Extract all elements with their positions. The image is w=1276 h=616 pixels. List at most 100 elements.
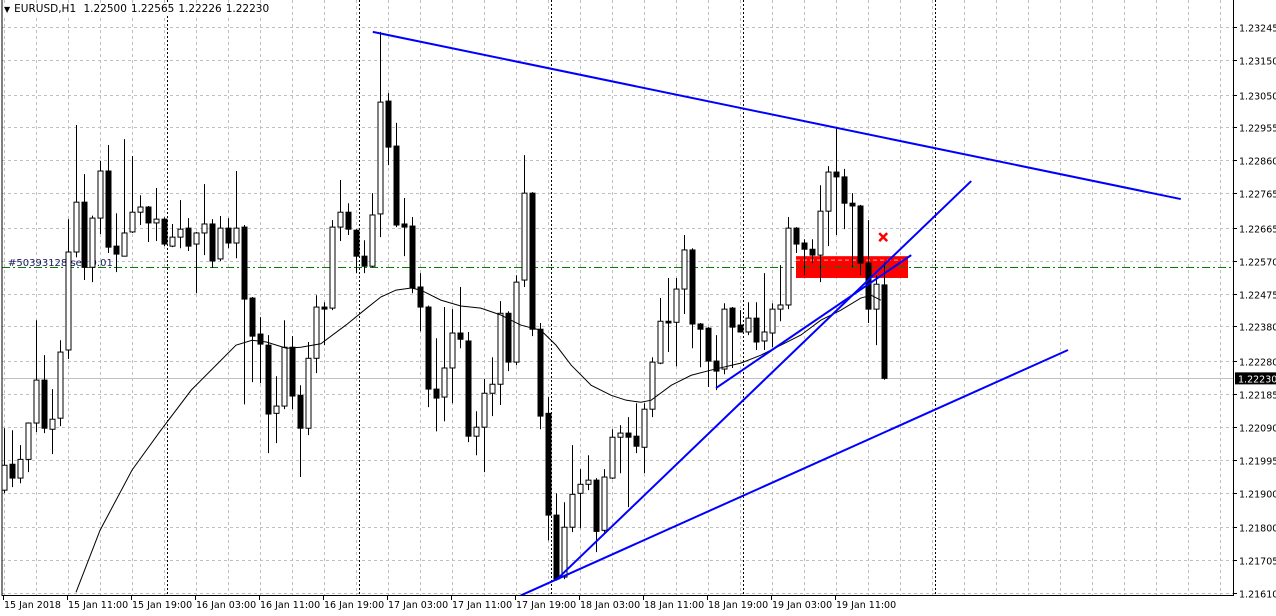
candle-body-bull bbox=[641, 408, 648, 448]
candle bbox=[825, 166, 832, 247]
candle bbox=[577, 469, 584, 529]
time-tick-label: 16 Jan 11:00 bbox=[260, 600, 320, 611]
candle bbox=[9, 430, 16, 488]
price-tick-label: 1.22280 bbox=[1239, 358, 1276, 369]
candle-body-bear bbox=[257, 333, 264, 345]
candle bbox=[193, 231, 200, 294]
candle bbox=[153, 187, 160, 241]
candle-body-bull bbox=[785, 227, 792, 306]
candle-body-bull bbox=[65, 251, 72, 351]
symbol-timeframe: EURUSD,H1 bbox=[14, 3, 77, 15]
candle-body-bear bbox=[401, 223, 408, 228]
candle bbox=[873, 275, 880, 346]
candle bbox=[121, 139, 128, 257]
trendline[interactable] bbox=[715, 254, 912, 389]
candle bbox=[609, 429, 616, 480]
candle-body-bull bbox=[49, 418, 56, 430]
candle bbox=[361, 240, 368, 274]
candle-body-bear bbox=[433, 388, 440, 399]
candle-body-bear bbox=[625, 432, 632, 438]
candle bbox=[689, 248, 696, 349]
candle bbox=[505, 311, 512, 372]
candle bbox=[353, 229, 360, 274]
moving-average-line bbox=[75, 287, 882, 593]
candle bbox=[553, 493, 560, 581]
candle bbox=[801, 239, 808, 276]
price-tick-label: 1.23150 bbox=[1239, 57, 1276, 68]
time-axis[interactable]: 15 Jan 2018 15 Jan 11:00 15 Jan 19:00 16 Ja… bbox=[3, 596, 897, 611]
candle-body-bear bbox=[209, 223, 216, 262]
candle-body-bull bbox=[273, 405, 280, 414]
candle-body-bull bbox=[769, 308, 776, 334]
candle-body-bear bbox=[857, 205, 864, 264]
candle bbox=[89, 215, 96, 283]
candle-body-bull bbox=[1, 464, 8, 491]
candle bbox=[209, 219, 216, 268]
candle-body-bull bbox=[449, 332, 456, 369]
candle-body-bear bbox=[289, 346, 296, 397]
time-tick-label: 15 Jan 11:00 bbox=[68, 600, 128, 611]
candle bbox=[865, 220, 872, 323]
time-tick-label: 16 Jan 19:00 bbox=[324, 600, 384, 611]
trendline[interactable] bbox=[555, 180, 972, 581]
candle bbox=[569, 445, 576, 533]
candle-body-bull bbox=[817, 210, 824, 256]
candles bbox=[1, 31, 888, 581]
candle-body-bull bbox=[377, 101, 384, 215]
candle-body-bull bbox=[777, 304, 784, 310]
candle bbox=[129, 156, 136, 233]
candle bbox=[49, 389, 56, 455]
trendlines[interactable] bbox=[372, 30, 1182, 597]
candle bbox=[25, 422, 32, 473]
trendline[interactable] bbox=[520, 349, 1069, 597]
candle-body-bull bbox=[617, 432, 624, 438]
candle-body-bear bbox=[801, 242, 808, 250]
candle-body-bull bbox=[473, 426, 480, 437]
price-tick-label: 1.22860 bbox=[1239, 157, 1276, 168]
candle bbox=[185, 218, 192, 251]
candle-body-bear bbox=[545, 412, 552, 516]
candle-body-bear bbox=[385, 100, 392, 148]
red-x-icon bbox=[878, 232, 889, 243]
day-separators bbox=[167, 0, 936, 595]
candle bbox=[33, 320, 40, 433]
candle bbox=[697, 322, 704, 368]
candle bbox=[673, 277, 680, 367]
time-tick-label: 17 Jan 19:00 bbox=[516, 600, 576, 611]
candle bbox=[145, 205, 152, 242]
candle-body-bull bbox=[97, 170, 104, 219]
time-tick-label: 16 Jan 03:00 bbox=[196, 600, 256, 611]
candle-body-bear bbox=[9, 463, 16, 479]
candle-body-bull bbox=[233, 227, 240, 244]
candle bbox=[489, 357, 496, 417]
candle-body-bull bbox=[305, 357, 312, 429]
candle-body-bull bbox=[73, 201, 80, 253]
candle bbox=[809, 239, 816, 264]
time-tick-label: 19 Jan 11:00 bbox=[836, 600, 896, 611]
candle-body-bear bbox=[321, 306, 328, 310]
ohlc-low: 1.22226 bbox=[178, 3, 222, 15]
candle bbox=[321, 302, 328, 346]
candle bbox=[233, 171, 240, 259]
candle-body-bear bbox=[297, 394, 304, 429]
triangle-down-icon[interactable]: ▼ bbox=[4, 5, 11, 14]
candle bbox=[841, 168, 848, 230]
order-label[interactable]: #50393128 sell 0.01 bbox=[8, 258, 113, 269]
time-tick-label: 19 Jan 03:00 bbox=[772, 600, 832, 611]
price-tick-label: 1.22090 bbox=[1239, 424, 1276, 435]
candle-body-bear bbox=[729, 307, 736, 328]
candle bbox=[729, 307, 736, 368]
candle-body-bull bbox=[521, 192, 528, 281]
candle-body-bear bbox=[417, 286, 424, 308]
candle-body-bear bbox=[665, 320, 672, 324]
trendline[interactable] bbox=[372, 30, 1182, 201]
candle bbox=[425, 305, 432, 408]
candle bbox=[665, 277, 672, 353]
candle bbox=[481, 379, 488, 473]
price-axis[interactable]: 1.23245 1.23150 1.23050 1.22955 1.22860 1.227… bbox=[1233, 24, 1276, 601]
candle-body-bull bbox=[489, 383, 496, 394]
candle-body-bear bbox=[265, 344, 272, 415]
candle bbox=[169, 223, 176, 248]
candle-body-bear bbox=[505, 312, 512, 363]
